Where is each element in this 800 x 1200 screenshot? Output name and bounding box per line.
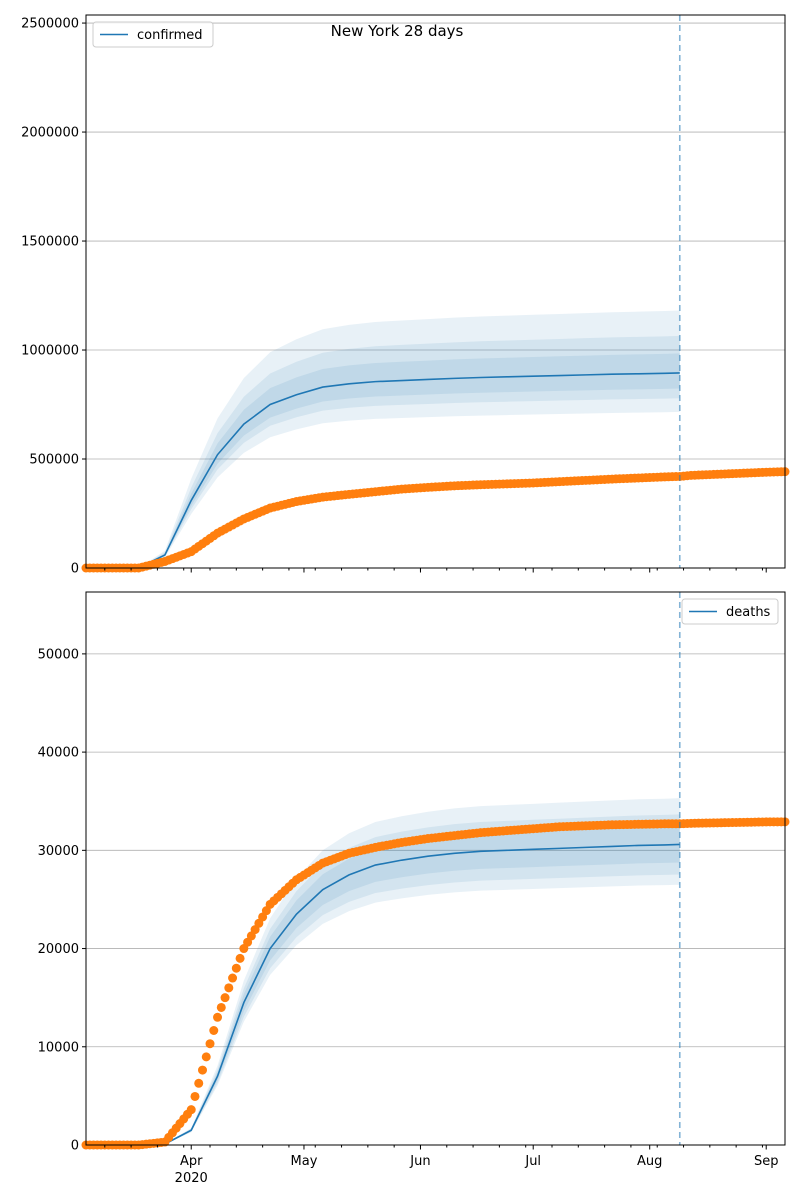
median-line <box>86 843 680 1146</box>
observed-point <box>198 1065 207 1075</box>
deaths-panel: 0 10000 20000 30000 40000 50000 Apr 2020 May Jun J… <box>38 591 790 1186</box>
y-tick-label: 0 <box>71 1139 79 1154</box>
observed-point <box>224 983 234 993</box>
legend-label: deaths <box>726 605 771 620</box>
y-tick-label: 50000 <box>38 647 79 662</box>
observed-point <box>235 953 245 963</box>
uncertainty-band-1 <box>86 335 680 568</box>
y-tick-label: 0 <box>71 562 79 577</box>
observed-point <box>213 1012 223 1022</box>
y-tick-label: 10000 <box>38 1040 79 1055</box>
y-tick-label: 1000000 <box>21 344 79 359</box>
legend-box <box>681 598 779 625</box>
uncertainty-band-2 <box>86 353 680 568</box>
x-tick-label: Jun <box>409 1154 430 1169</box>
plot-frame <box>85 14 786 569</box>
uncertainty-band-2 <box>86 826 680 1145</box>
x-tick-label: Apr <box>180 1154 203 1169</box>
y-tick-label: 2000000 <box>21 126 79 141</box>
y-tick-label: 500000 <box>29 453 79 468</box>
legend-label: confirmed <box>137 28 203 43</box>
confirmed-panel: 0 500000 1000000 1500000 2000000 2500000 New Y… <box>21 14 790 577</box>
observed-point <box>228 973 238 983</box>
y-tick-label: 40000 <box>38 746 79 761</box>
observed-point <box>186 1105 196 1115</box>
chart-title: New York 28 days <box>331 22 464 40</box>
uncertainty-band-0 <box>86 798 680 1145</box>
y-tick-label: 30000 <box>38 844 79 859</box>
x-tick-sublabel: 2020 <box>175 1171 208 1186</box>
observed-point <box>220 993 230 1003</box>
observed-point <box>190 1091 200 1101</box>
uncertainty-band-0 <box>86 310 680 568</box>
plot-frame <box>85 591 786 1146</box>
uncertainty-band-1 <box>86 814 680 1145</box>
median-line <box>86 372 680 569</box>
x-tick-label: May <box>291 1154 318 1169</box>
y-tick-label: 20000 <box>38 942 79 957</box>
x-tick-label: Sep <box>754 1154 779 1169</box>
observed-point <box>194 1078 204 1088</box>
observed-point <box>201 1052 211 1062</box>
observed-point <box>209 1025 219 1035</box>
y-tick-label: 1500000 <box>21 235 79 250</box>
x-tick-label: Jul <box>524 1154 541 1169</box>
x-tick-label: Aug <box>637 1154 662 1169</box>
observed-point <box>205 1039 215 1049</box>
legend-box <box>92 21 214 48</box>
y-tick-label: 2500000 <box>21 17 79 32</box>
observed-point <box>231 963 241 973</box>
observed-point <box>216 1002 226 1012</box>
